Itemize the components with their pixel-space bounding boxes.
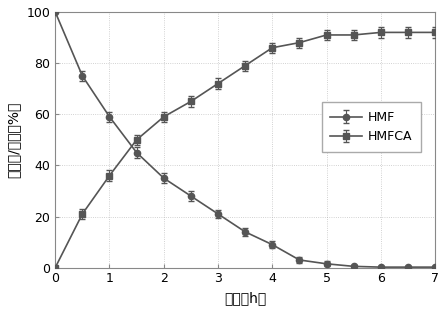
Legend: HMF, HMFCA: HMF, HMFCA [322, 102, 421, 152]
X-axis label: 时间（h）: 时间（h） [224, 291, 266, 305]
Y-axis label: 转化率/产率（%）: 转化率/产率（%） [7, 102, 21, 178]
